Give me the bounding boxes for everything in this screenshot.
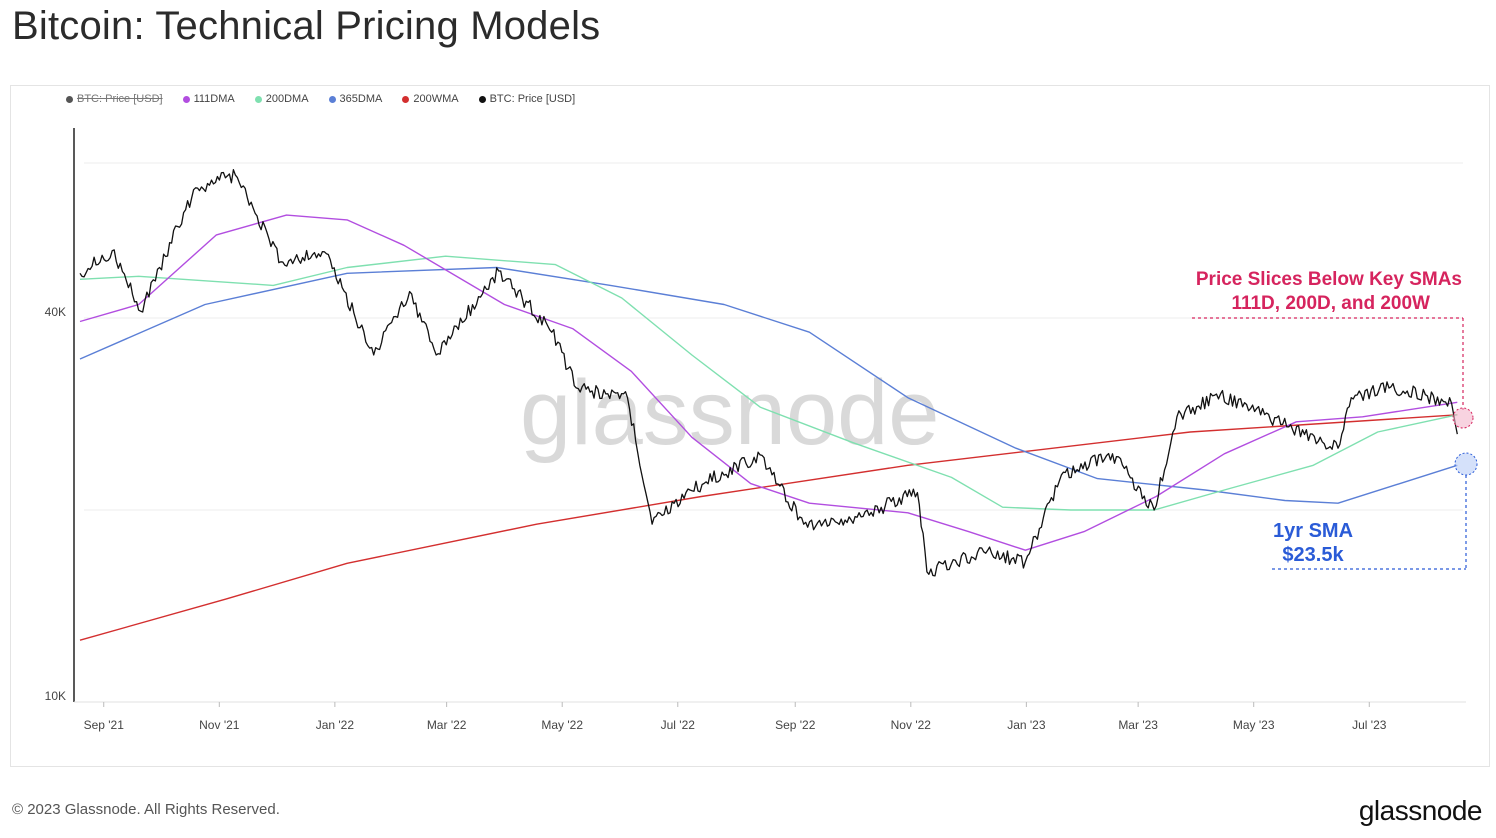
legend-item-2[interactable]: 200DMA — [254, 93, 309, 105]
x-tick-label: Mar '22 — [427, 718, 467, 732]
x-tick-label: Sep '22 — [775, 718, 816, 732]
footer-brand-logo[interactable]: glassnode — [1358, 795, 1483, 826]
x-tick-label: Jul '22 — [661, 718, 696, 732]
grid-layer — [84, 162, 1463, 511]
blue-annotation-marker — [1454, 452, 1478, 476]
x-tick-label: May '23 — [1233, 718, 1275, 732]
legend-label-0: BTC: Price [USD] — [77, 93, 163, 105]
watermark: glassnode — [520, 362, 939, 464]
red-annotation-line1: Price Slices Below Key SMAs — [1196, 269, 1462, 290]
x-tick-label: May '22 — [541, 718, 583, 732]
footer-copyright: © 2023 Glassnode. All Rights Reserved. — [12, 801, 280, 818]
chart-legend: BTC: Price [USD] 111DMA 200DMA 365DMA 200WMA… — [66, 93, 575, 105]
x-tick-label: Jan '23 — [1007, 718, 1046, 732]
legend-label-2: 200DMA — [265, 93, 309, 105]
x-tick-label: Jul '23 — [1352, 718, 1387, 732]
red-annotation-marker — [1452, 407, 1474, 429]
legend-swatch-0 — [66, 95, 73, 103]
legend-swatch-5 — [478, 95, 486, 103]
series-line-111dma — [79, 214, 1458, 551]
page-title: Bitcoin: Technical Pricing Models — [12, 4, 601, 48]
legend-item-5[interactable]: BTC: Price [USD] — [478, 93, 576, 105]
red-annotation-line2: 111D, 200D, and 200W — [1231, 293, 1430, 314]
legend-label-1: 111DMA — [193, 93, 235, 105]
blue-annotation-line1: 1yr SMA — [1273, 520, 1353, 542]
legend-item-0[interactable]: BTC: Price [USD] — [66, 93, 163, 105]
x-tick-label: Mar '23 — [1118, 718, 1158, 732]
legend-item-4[interactable]: 200WMA — [402, 93, 459, 105]
x-tick-label: Nov '21 — [199, 718, 240, 732]
legend-label-3: 365DMA — [339, 93, 383, 105]
series-line-365dma — [79, 266, 1458, 504]
legend-swatch-3 — [328, 95, 336, 103]
x-tick-label: Jan '22 — [316, 718, 355, 732]
legend-swatch-1 — [182, 95, 190, 103]
x-tick-label: Sep '21 — [84, 718, 125, 732]
tick-labels: 40K 10K Sep '21 Nov '21 Jan '22 Mar '22 May '2… — [45, 305, 1387, 732]
series-line-200wma — [79, 414, 1458, 641]
chart-panel — [10, 85, 1490, 767]
annotation-layer: Price Slices Below Key SMAs 111D, 200D, … — [1192, 269, 1478, 570]
legend-label-4: 200WMA — [413, 93, 459, 105]
x-tick-label: Nov '22 — [891, 718, 932, 732]
legend-swatch-4 — [402, 95, 410, 103]
legend-item-3[interactable]: 365DMA — [328, 93, 383, 105]
series-line-btc-price-usd- — [79, 169, 1458, 577]
series-layer — [79, 169, 1458, 641]
y-tick-label: 40K — [45, 305, 66, 319]
legend-label-5: BTC: Price [USD] — [489, 93, 576, 105]
legend-item-1[interactable]: 111DMA — [182, 93, 235, 105]
blue-annotation-line2: $23.5k — [1282, 544, 1344, 566]
legend-swatch-2 — [254, 95, 262, 103]
y-tick-label: 10K — [45, 689, 66, 703]
